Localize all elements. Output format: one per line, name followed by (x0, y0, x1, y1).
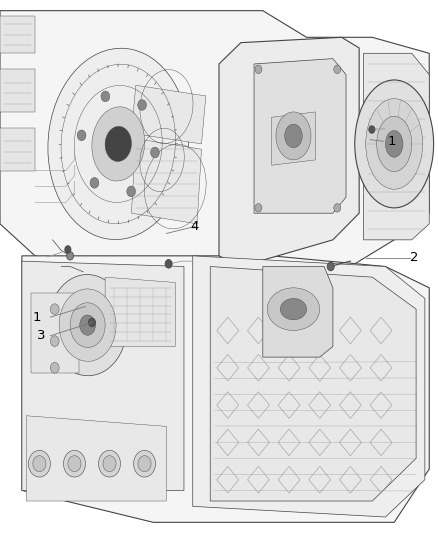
Polygon shape (22, 256, 429, 522)
Text: 1: 1 (33, 311, 42, 324)
Circle shape (127, 186, 135, 197)
Circle shape (151, 147, 159, 158)
Polygon shape (0, 128, 35, 171)
Ellipse shape (355, 80, 434, 208)
Circle shape (101, 91, 110, 102)
Ellipse shape (48, 49, 189, 239)
Circle shape (65, 246, 71, 253)
Text: 3: 3 (37, 329, 46, 342)
Ellipse shape (267, 288, 320, 330)
Polygon shape (0, 11, 429, 293)
Polygon shape (0, 69, 35, 112)
Ellipse shape (280, 298, 307, 320)
Circle shape (77, 130, 86, 141)
Polygon shape (22, 261, 184, 490)
Ellipse shape (366, 99, 423, 189)
Ellipse shape (70, 303, 105, 348)
Circle shape (50, 336, 59, 346)
Circle shape (327, 262, 334, 271)
Polygon shape (219, 37, 359, 266)
Polygon shape (31, 293, 79, 373)
Circle shape (138, 456, 151, 472)
Circle shape (90, 177, 99, 188)
Circle shape (50, 304, 59, 314)
Circle shape (28, 450, 50, 477)
Circle shape (99, 450, 120, 477)
Ellipse shape (59, 289, 116, 361)
Circle shape (33, 456, 46, 472)
Circle shape (334, 204, 341, 212)
Ellipse shape (48, 274, 127, 376)
Ellipse shape (92, 107, 145, 181)
Circle shape (68, 456, 81, 472)
Circle shape (138, 100, 146, 110)
Polygon shape (254, 59, 346, 213)
Circle shape (88, 318, 95, 327)
Circle shape (50, 362, 59, 373)
Ellipse shape (105, 126, 131, 161)
Circle shape (334, 65, 341, 74)
Circle shape (165, 260, 172, 268)
Polygon shape (26, 416, 166, 501)
Circle shape (64, 450, 85, 477)
Circle shape (103, 456, 116, 472)
Ellipse shape (385, 131, 403, 157)
Polygon shape (272, 112, 315, 165)
Circle shape (255, 204, 262, 212)
Text: 4: 4 (191, 220, 199, 233)
Polygon shape (131, 139, 201, 224)
Polygon shape (105, 277, 175, 346)
Polygon shape (263, 266, 333, 357)
Ellipse shape (285, 124, 302, 148)
Ellipse shape (377, 116, 412, 172)
Circle shape (134, 450, 155, 477)
Polygon shape (210, 266, 416, 501)
Text: 1: 1 (388, 135, 396, 148)
Text: 2: 2 (410, 252, 418, 264)
Polygon shape (364, 53, 429, 240)
Ellipse shape (80, 315, 95, 335)
Ellipse shape (276, 112, 311, 160)
Polygon shape (131, 85, 206, 144)
Circle shape (67, 252, 74, 260)
Polygon shape (0, 16, 35, 53)
Circle shape (369, 126, 375, 133)
Polygon shape (193, 256, 425, 517)
Circle shape (255, 65, 262, 74)
